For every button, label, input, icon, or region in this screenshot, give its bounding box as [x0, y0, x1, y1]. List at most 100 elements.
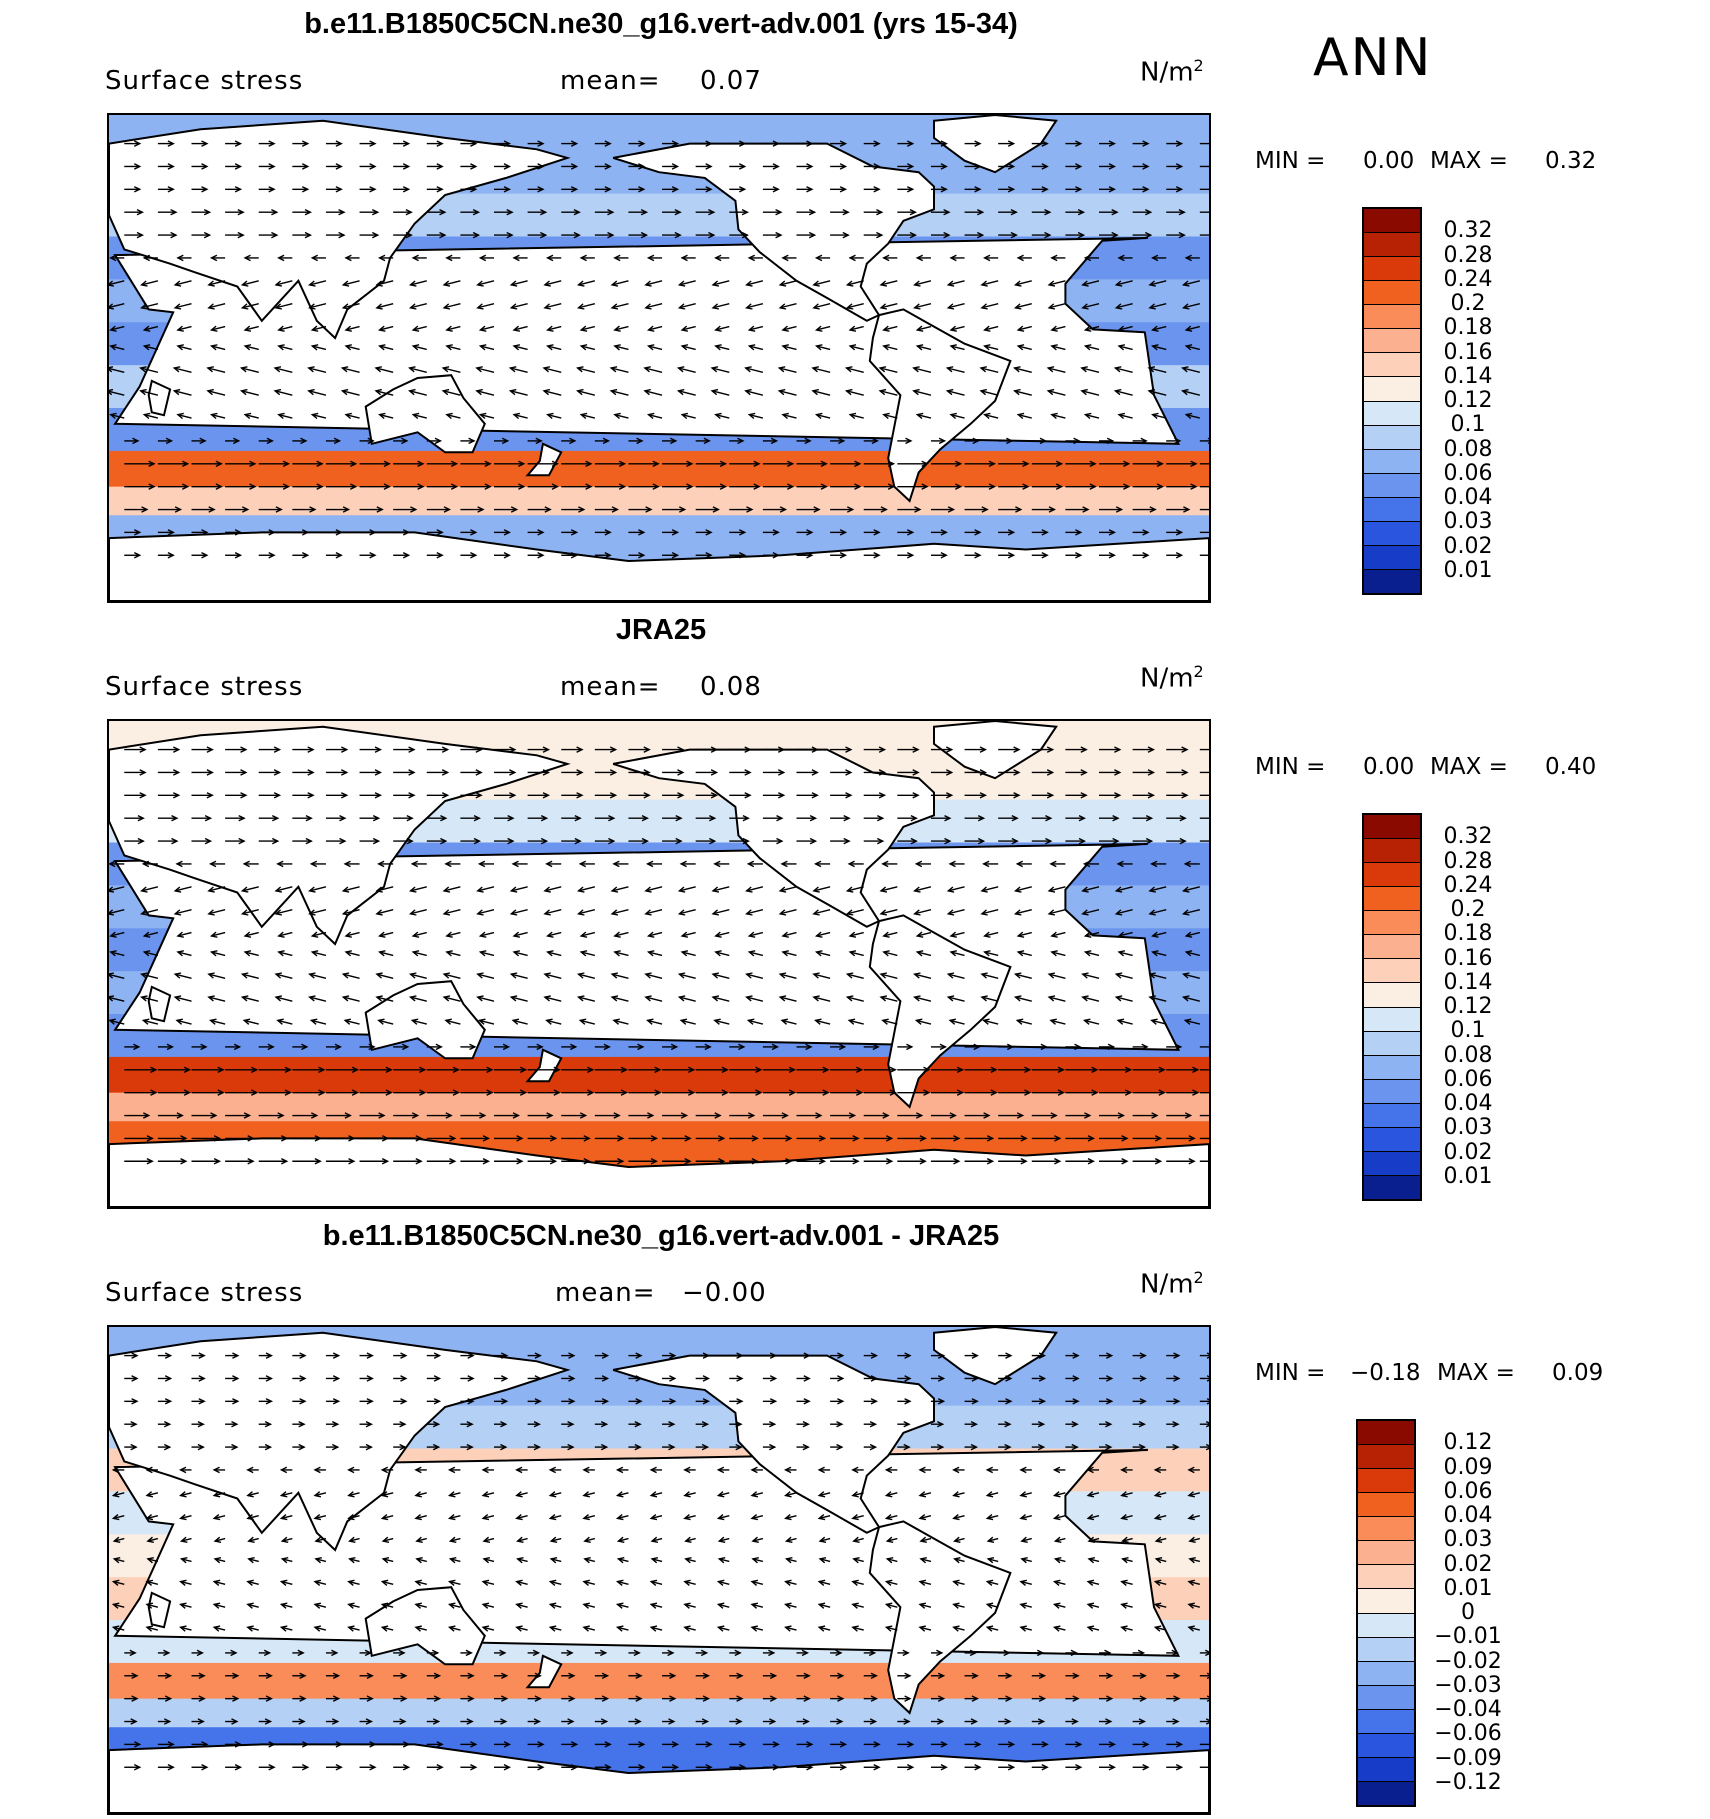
stress-vector: [314, 1580, 327, 1585]
stress-vector: [581, 413, 596, 419]
vector-arrowhead: [545, 1018, 553, 1025]
vector-arrowhead: [400, 1672, 408, 1680]
vector-arrowhead: [1081, 972, 1089, 979]
stress-vector: [113, 1603, 125, 1608]
stress-vector: [174, 367, 192, 373]
vector-arrowhead: [1192, 1089, 1200, 1096]
colorbar-tick-label: 0.2: [1450, 291, 1486, 316]
vector-arrowhead: [250, 1066, 259, 1074]
vector-arrowhead: [1053, 1536, 1062, 1543]
vector-arrowhead: [466, 1443, 474, 1451]
stress-vector: [277, 1019, 293, 1025]
vector-arrowhead: [635, 1375, 643, 1382]
vector-arrowhead: [1206, 1352, 1209, 1359]
vector-arrowhead: [339, 837, 347, 845]
vector-arrowhead: [179, 1625, 187, 1632]
stress-vector: [1149, 973, 1167, 979]
vector-arrowhead: [769, 1398, 778, 1405]
vector-arrowhead: [213, 1157, 222, 1165]
stress-vector: [584, 1558, 596, 1563]
vector-arrowhead: [243, 344, 252, 351]
stress-vector: [953, 1580, 965, 1585]
vector-arrowhead: [215, 483, 223, 490]
vector-arrowhead: [111, 1625, 120, 1632]
vector-arrowhead: [408, 746, 416, 753]
vector-arrowhead: [476, 972, 484, 979]
stress-vector: [413, 931, 427, 937]
stress-vector: [1015, 886, 1032, 892]
stress-vector: [1048, 303, 1066, 309]
colorbar-tick-label: −0.04: [1434, 1697, 1502, 1722]
vector-arrowhead: [1138, 1420, 1147, 1428]
vector-arrowhead: [836, 1718, 844, 1725]
vector-arrowhead: [301, 529, 310, 536]
vector-arrowhead: [136, 208, 145, 216]
vector-arrowhead: [608, 814, 616, 822]
vector-arrowhead: [502, 1043, 511, 1051]
vector-arrowhead: [812, 995, 820, 1002]
vector-arrowhead: [314, 1557, 322, 1564]
vector-arrowhead: [133, 551, 142, 559]
vector-arrowhead: [645, 506, 653, 513]
vector-arrowhead: [408, 280, 417, 287]
vector-arrowhead: [375, 886, 383, 893]
vector-arrowhead: [716, 1579, 725, 1586]
stress-vector: [780, 303, 797, 309]
vector-arrowhead: [1050, 931, 1058, 938]
stress-vector: [110, 345, 125, 351]
panel-2-map: [107, 719, 1211, 1209]
stress-vector: [1084, 1019, 1100, 1025]
stress-vector: [211, 345, 226, 351]
vector-arrowhead: [679, 1018, 688, 1025]
vector-arrowhead: [1083, 325, 1092, 332]
vector-arrowhead: [744, 746, 752, 753]
stress-vector: [516, 1603, 528, 1608]
stress-vector: [376, 909, 394, 915]
stress-vector: [175, 303, 192, 309]
vector-arrowhead: [1173, 1375, 1181, 1382]
vector-arrowhead: [268, 1741, 276, 1748]
colorbar-swatch: [1364, 1151, 1420, 1176]
vector-arrowhead: [582, 1579, 590, 1586]
stress-vector: [1020, 1515, 1032, 1520]
vector-arrowhead: [275, 506, 283, 513]
vector-arrowhead: [913, 886, 921, 893]
vector-arrowhead: [246, 1579, 254, 1586]
vector-arrowhead: [769, 1375, 778, 1382]
stress-vector: [746, 996, 764, 1002]
stress-vector: [516, 1492, 528, 1497]
vector-arrowhead: [1015, 506, 1023, 513]
vector-arrowhead: [668, 1420, 676, 1428]
stress-vector: [718, 1515, 730, 1520]
vector-arrowhead: [401, 1043, 410, 1051]
vector-arrowhead: [946, 995, 955, 1002]
vector-arrowhead: [784, 1602, 792, 1609]
vector-arrowhead: [132, 437, 140, 445]
vector-arrowhead: [768, 1443, 777, 1451]
vector-arrowhead: [703, 437, 711, 445]
vector-arrowhead: [940, 1741, 948, 1748]
stress-vector: [953, 1603, 965, 1608]
stress-vector: [275, 973, 293, 979]
stress-vector: [1188, 1603, 1201, 1608]
colorbar-tick-label: 0.02: [1443, 533, 1493, 559]
vector-arrowhead: [812, 972, 820, 979]
vector-arrowhead: [314, 1157, 322, 1165]
stress-vector: [679, 973, 696, 979]
vector-arrowhead: [371, 231, 380, 239]
vector-arrowhead: [1178, 208, 1186, 216]
vector-arrowhead: [145, 1466, 153, 1474]
vector-arrowhead: [414, 1579, 422, 1586]
vector-arrowhead: [335, 1741, 343, 1748]
stress-vector: [140, 390, 159, 396]
vector-arrowhead: [139, 792, 147, 799]
vector-arrowhead: [684, 1557, 692, 1564]
vector-arrowhead: [647, 1112, 655, 1119]
vector-arrowhead: [837, 1352, 845, 1359]
stress-vector: [1156, 1537, 1167, 1542]
vector-arrowhead: [952, 1514, 960, 1521]
stress-vector: [242, 280, 259, 286]
stress-vector: [345, 931, 360, 937]
vector-arrowhead: [809, 837, 818, 845]
stress-vector: [581, 931, 596, 937]
